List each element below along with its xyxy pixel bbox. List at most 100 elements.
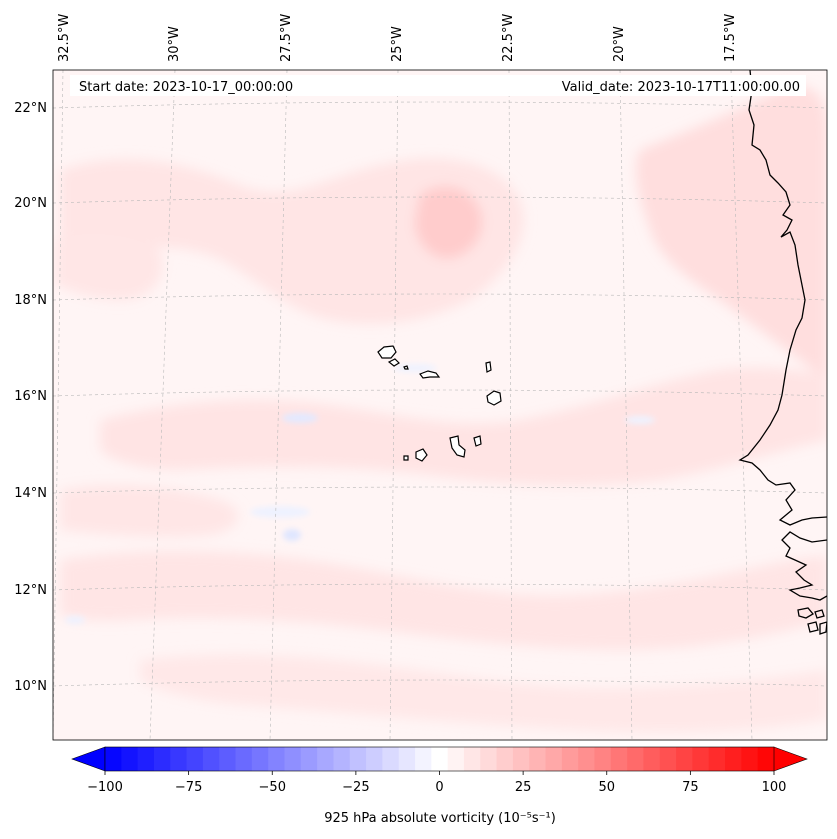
island-santo-antao [377, 345, 397, 359]
meridian-27-5w [269, 70, 288, 740]
colorbar-cell [529, 747, 547, 771]
vorticity-band-central [100, 367, 827, 486]
colorbar-cell [137, 747, 155, 771]
lat-label: 20°N [14, 196, 47, 211]
colorbar-cell [268, 747, 285, 771]
lat-label: 18°N [14, 293, 47, 308]
lat-label: 16°N [14, 389, 47, 404]
meridian-32-5w [53, 70, 64, 740]
lon-label: 27.5°W [279, 14, 294, 62]
colorbar-cell [659, 747, 677, 771]
cape-verde-islands [377, 345, 502, 462]
island-santiago [449, 435, 466, 458]
meridian-30w [149, 70, 176, 740]
colorbar-cell [692, 747, 710, 771]
graticule [53, 70, 827, 740]
negative-patch [250, 506, 310, 518]
colorbar-cell [463, 747, 481, 771]
colorbar-cell [496, 747, 514, 771]
island-sao-nicolau [419, 370, 441, 379]
lat-label: 10°N [14, 679, 47, 694]
colorbar-cell [725, 747, 742, 771]
lon-label: 25°W [390, 26, 405, 62]
latitude-labels: 22°N 20°N 18°N 16°N 14°N 12°N 10°N [14, 101, 47, 694]
colorbar-tick-label: 0 [435, 780, 443, 795]
africa-coastline [738, 70, 827, 635]
colorbar-tick-label: 50 [598, 780, 615, 795]
colorbar-cell [105, 747, 122, 771]
colorbar-cell [708, 747, 726, 771]
colorbar-cell [349, 747, 367, 771]
island-sao-vicente [387, 358, 400, 367]
vorticity-band-northeast [635, 86, 827, 380]
colorbar-cell [447, 747, 465, 771]
coast-bijagos [797, 607, 827, 635]
coast-mauritania-senegal [738, 70, 827, 526]
lat-label: 22°N [14, 101, 47, 116]
colorbar-cell [366, 747, 383, 771]
colorbar-cell [219, 747, 237, 771]
vorticity-field [55, 86, 827, 733]
colorbar-cell [121, 747, 139, 771]
colorbar-cell [333, 747, 351, 771]
vorticity-band-south [60, 550, 827, 650]
colorbar-cell [398, 747, 416, 771]
colorbar-cell [300, 747, 318, 771]
lon-label: 22.5°W [501, 14, 516, 62]
parallel-12n [53, 583, 827, 591]
negative-patch [393, 364, 437, 372]
colorbar-tick-label: 100 [762, 780, 787, 795]
colorbar-label: 925 hPa absolute vorticity (10⁻⁵s⁻¹) [324, 811, 556, 826]
lon-label: 20°W [612, 26, 627, 62]
island-fogo [415, 448, 428, 462]
colorbar-cell [186, 747, 204, 771]
map-frame [52, 69, 828, 741]
colorbar-cell [643, 747, 661, 771]
colorbar-tick-label: −75 [175, 780, 202, 795]
colorbar-cell [627, 747, 644, 771]
lat-label: 12°N [14, 583, 47, 598]
meridian-17-5w [730, 70, 753, 740]
colorbar-cell [561, 747, 579, 771]
parallel-10n [53, 679, 827, 687]
colorbar-tick-label: −100 [87, 780, 123, 795]
island-santa-luzia [403, 365, 409, 370]
meridian-20w [619, 70, 633, 740]
vorticity-band-west [55, 234, 163, 300]
colorbar-cell [512, 747, 530, 771]
colorbar-ticks: −100 −75 −50 −25 0 25 50 75 100 [87, 771, 786, 795]
colorbar-tick-label: 75 [682, 780, 699, 795]
colorbar-tick-label: −25 [342, 780, 369, 795]
colorbar-tick-label: 25 [515, 780, 532, 795]
colorbar-cell [170, 747, 188, 771]
island-sal [485, 361, 492, 373]
parallel-20n [53, 196, 827, 204]
lon-label: 17.5°W [723, 14, 738, 62]
valid-date-label: Valid_date: 2023-10-17T11:00:00.00 [562, 80, 800, 95]
lon-label: 32.5°W [57, 14, 72, 62]
vorticity-band-north-core [415, 186, 482, 259]
colorbar-cell [610, 747, 628, 771]
colorbar-tick-label: −50 [259, 780, 286, 795]
island-brava [403, 455, 409, 461]
parallel-22n [53, 101, 827, 109]
island-maio [473, 435, 482, 447]
colorbar-low-extend [71, 746, 106, 772]
colorbar-cells [105, 747, 775, 771]
island-boa-vista [486, 390, 502, 406]
colorbar-cell [153, 747, 171, 771]
meridian-22-5w [508, 70, 513, 740]
lon-label: 30°W [167, 26, 182, 62]
colorbar-cell [251, 747, 269, 771]
negative-patch [282, 413, 318, 423]
colorbar-cell [382, 747, 400, 771]
vorticity-band-west-mid [60, 484, 239, 538]
colorbar-cell [578, 747, 596, 771]
colorbar-cell [317, 747, 334, 771]
negative-patch [625, 416, 655, 424]
colorbar-cell [594, 747, 612, 771]
parallel-16n [53, 389, 827, 397]
colorbar-cell [235, 747, 253, 771]
map-header: Start date: 2023-10-17_00:00:00 Valid_da… [70, 75, 806, 96]
